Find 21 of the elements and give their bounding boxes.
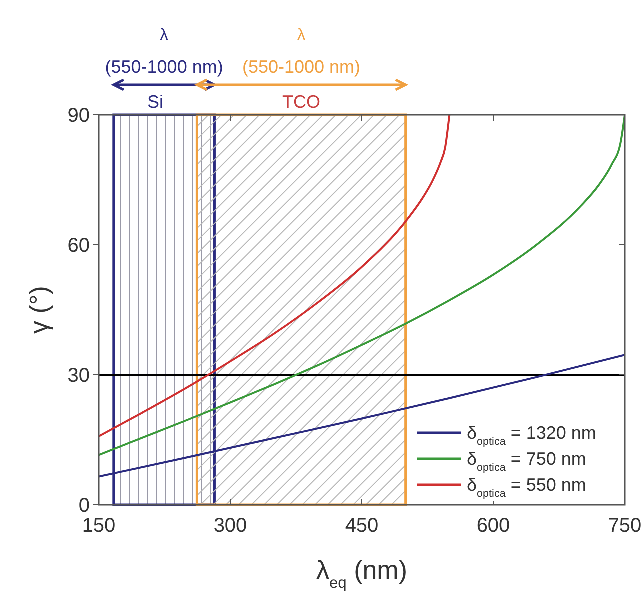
text: (550-1000 nm) [242,57,361,77]
x-tick-label: 150 [82,515,116,537]
y-tick-label: 30 [68,365,90,387]
y-tick-label: 0 [78,495,90,517]
legend-label: δ$_{optica}$ = 750 nm [467,449,586,474]
y-tick-label: 60 [68,235,90,257]
legend-label: δ$_{optica}$ = 1320 nm [467,423,596,448]
text: (550-1000 nm) [105,57,224,77]
x-tick-label: 750 [608,515,642,537]
x-tick-label: 450 [345,515,379,537]
line-series [99,115,451,438]
band-label: TCO [282,92,321,112]
y-axis-title: γ (°) [24,286,54,334]
y-tick-label: 90 [68,105,90,127]
text: λ [298,27,306,44]
text: λ [160,27,168,44]
band-label: Si [148,92,164,112]
x-axis-title: λ$_{eq}$ (nm) [316,555,408,592]
legend-label: δ$_{optica}$ = 550 nm [467,475,586,500]
x-tick-label: 300 [214,515,248,537]
x-tick-label: 600 [476,515,510,537]
